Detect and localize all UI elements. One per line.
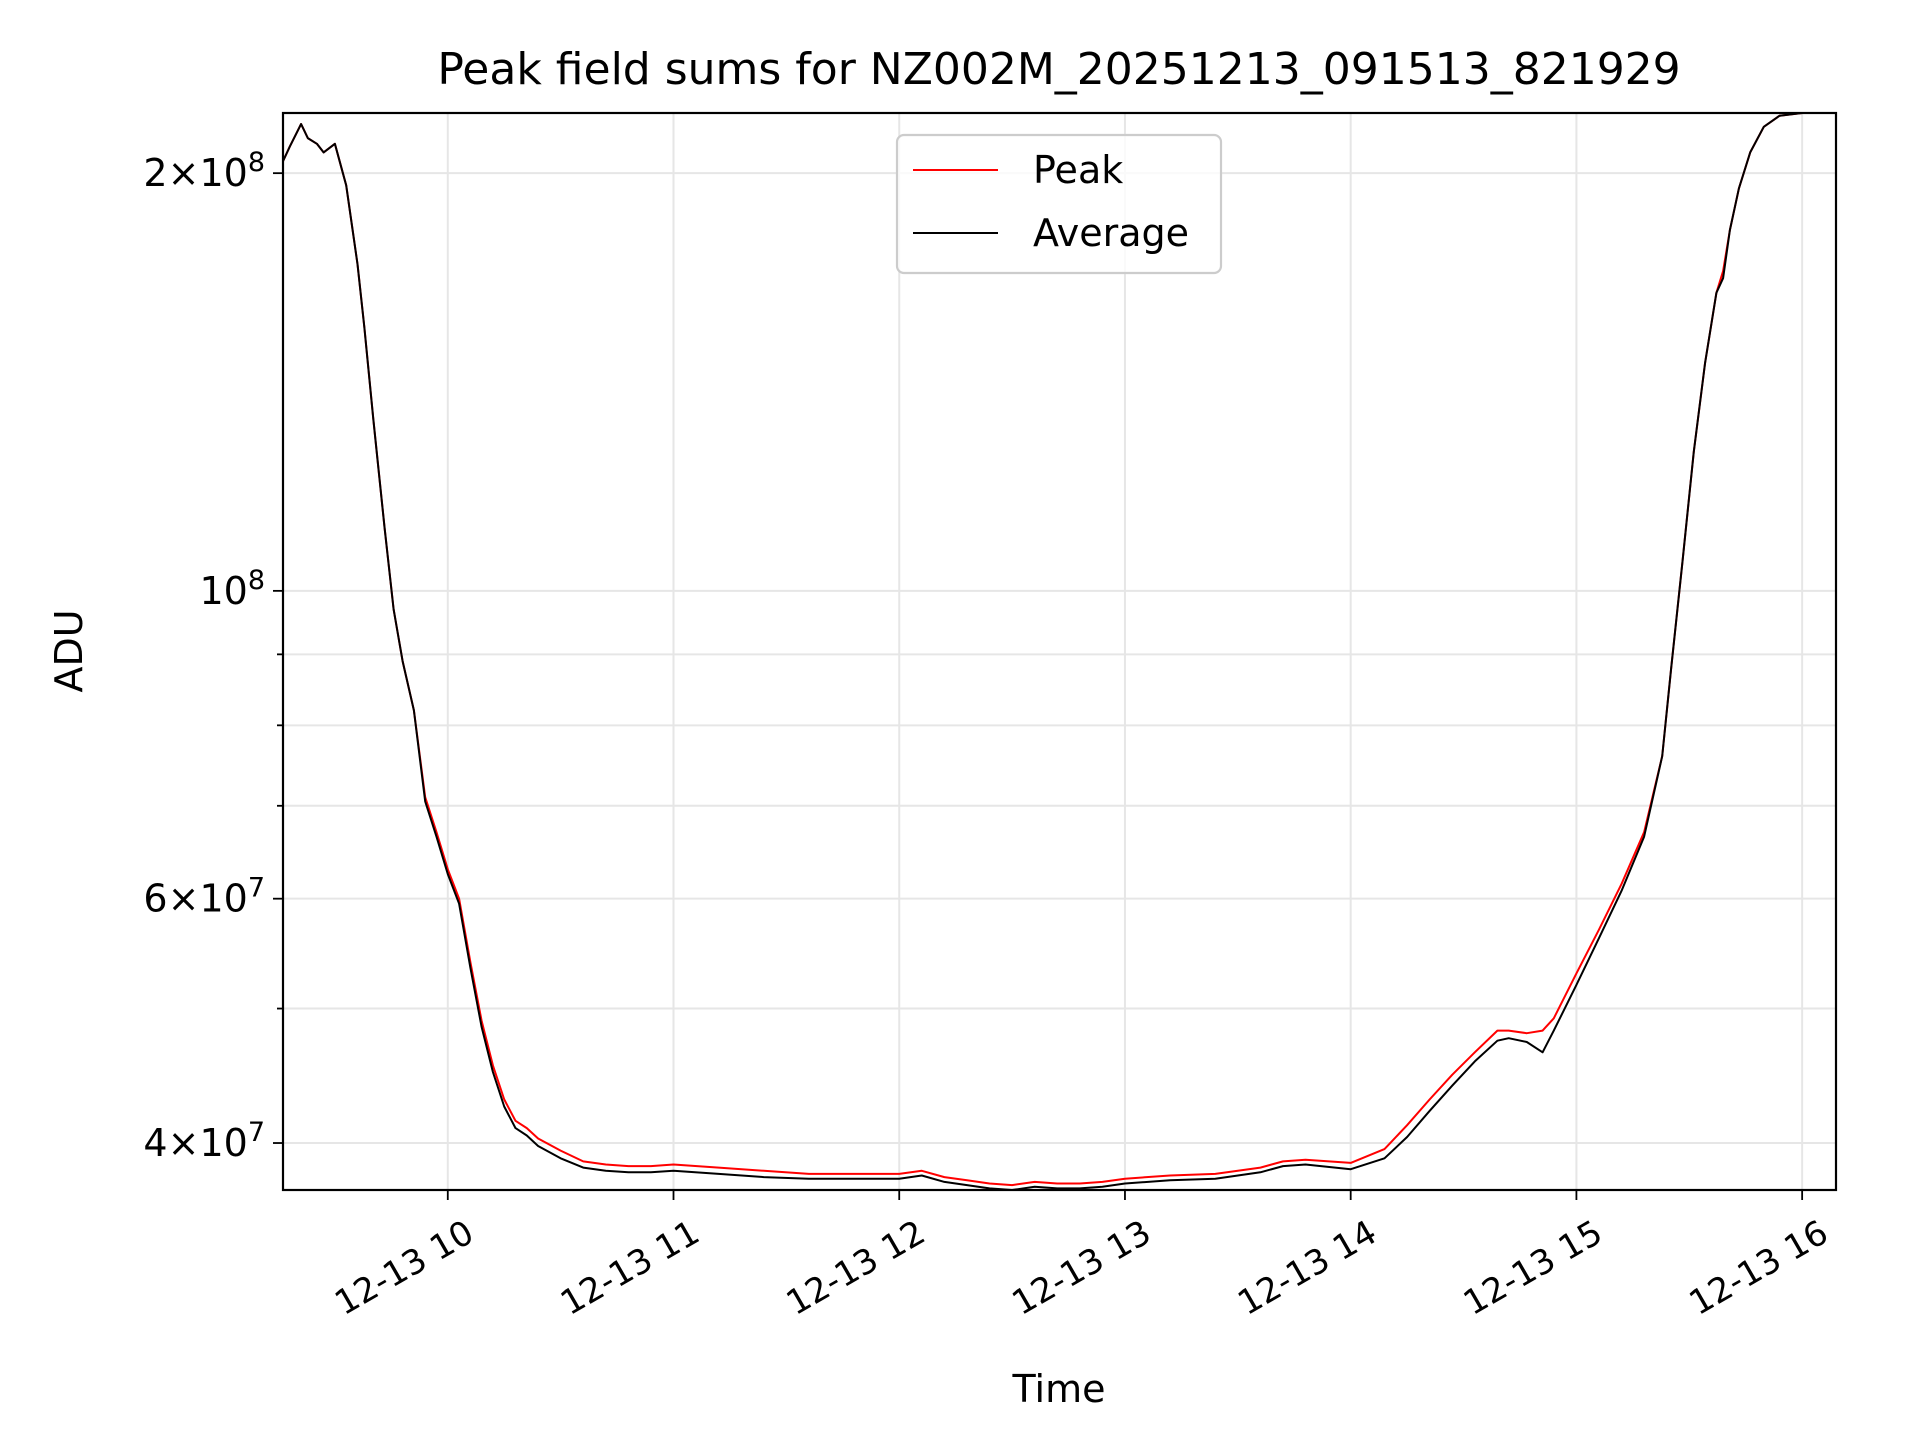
y-tick-label: 6×107 [143,873,265,921]
y-tick-mantissa: 2 [143,151,167,195]
y-tick-exponent: 7 [248,1117,265,1148]
chart-title: Peak field sums for NZ002M_20251213_0915… [437,44,1680,95]
y-tick-exponent: 8 [248,565,265,596]
y-tick-label: 2×108 [143,147,265,195]
y-tick-label: 108 [199,565,265,613]
legend-peak-label: Peak [1033,148,1123,192]
plot-frame [281,111,1838,1192]
y-tick-mantissa: 4 [143,1121,167,1165]
legend-average-label: Average [1033,211,1189,255]
y-tick-label: 4×107 [143,1117,265,1165]
y-tick-mantissa: 6 [143,877,167,921]
x-axis-label: Time [1012,1367,1106,1411]
series-line-average [283,113,1836,1190]
y-tick-exponent: 7 [248,873,265,904]
y-tick-exponent: 8 [248,147,265,178]
legend: Peak Average [895,133,1223,275]
series-layer [283,113,1836,1190]
y-axis-label: ADU [47,609,91,692]
